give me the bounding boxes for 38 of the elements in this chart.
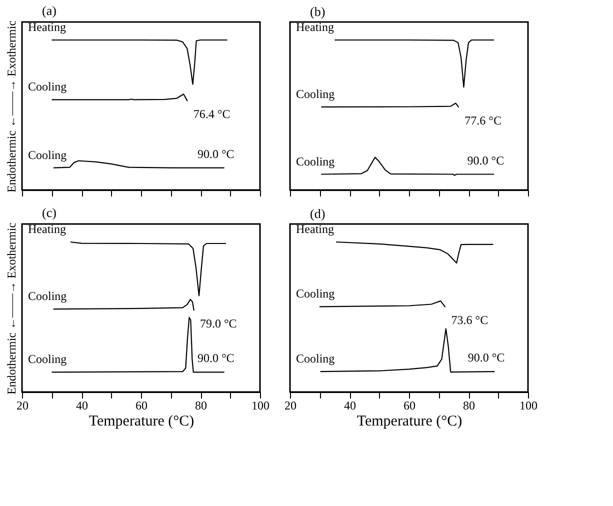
series-label: Cooling	[28, 148, 67, 162]
x-tick-label: 20	[284, 398, 296, 412]
annotation: 79.0 °C	[200, 316, 237, 331]
x-tick-label: 100	[252, 398, 270, 412]
chart-title: (a)	[42, 3, 56, 18]
series-label: Heating	[28, 20, 66, 34]
x-tick-label: 80	[463, 398, 475, 412]
annotation: 77.6 °C	[464, 113, 502, 128]
series-label: Heating	[296, 20, 334, 34]
series-label: Cooling	[296, 154, 335, 168]
series-label: Cooling	[296, 86, 335, 101]
series-label: Cooling	[28, 289, 67, 304]
series-label: Cooling	[296, 352, 335, 366]
y-axis-title: Endothermic ←——→ Exothermic	[4, 222, 18, 394]
annotation: 90.0 °C	[197, 351, 234, 366]
chart-title: (c)	[42, 205, 56, 220]
annotation: 90.0 °C	[467, 153, 504, 168]
x-axis-title: Temperature (°C)	[356, 414, 462, 430]
annotation: 90.0 °C	[468, 350, 505, 365]
series-label: Cooling	[296, 286, 335, 301]
x-tick-label: 100	[520, 398, 538, 412]
x-tick-label: 60	[404, 398, 416, 412]
x-tick-label: 60	[136, 398, 148, 412]
x-tick-label: 40	[76, 398, 88, 412]
series-label: Cooling	[28, 80, 67, 94]
chart-title: (b)	[310, 4, 326, 19]
x-tick-label: 40	[344, 398, 356, 412]
series-label: Heating	[296, 222, 334, 236]
annotation: 90.0 °C	[197, 146, 234, 161]
chart-title: (d)	[310, 206, 326, 221]
x-axis-title: Temperature (°C)	[88, 414, 194, 430]
y-axis-title: Endothermic ←——→ Exothermic	[4, 20, 18, 192]
annotation: 76.4 °C	[193, 107, 230, 122]
series-label: Heating	[28, 222, 66, 236]
x-tick-label: 80	[195, 398, 207, 412]
x-tick-label: 20	[16, 398, 28, 412]
annotation: 73.6 °C	[451, 313, 488, 328]
series-label: Cooling	[28, 352, 67, 366]
